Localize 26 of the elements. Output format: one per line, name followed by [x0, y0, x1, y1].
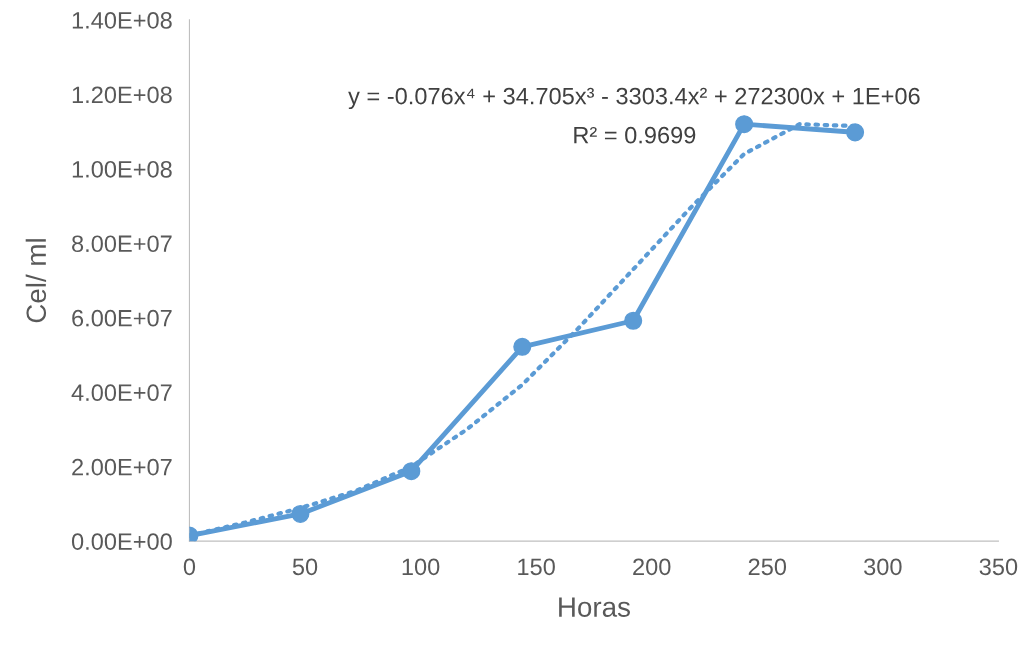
x-tick-label: 350 [979, 558, 1018, 576]
y-tick-label: 1.00E+08 [72, 160, 172, 178]
x-tick-label: 50 [292, 558, 318, 576]
point [735, 115, 754, 134]
point [846, 123, 865, 142]
y-tick-label: 2.00E+07 [72, 458, 172, 476]
y-tick-label: 6.00E+07 [72, 309, 172, 327]
x-tick-label: 200 [633, 558, 671, 576]
x-tick-label: 0 [183, 558, 196, 576]
y-tick-label: 4.00E+07 [71, 384, 172, 402]
point [513, 337, 532, 356]
annotation: R² = 0.9699 [574, 126, 696, 144]
x-tick-label: 300 [864, 558, 902, 576]
x-tick-label: 100 [402, 558, 440, 576]
point [291, 504, 310, 524]
x-tick-label: 150 [518, 558, 555, 576]
y-tick-label: 1.20E+08 [72, 86, 172, 104]
x-tick-label: 250 [748, 558, 787, 576]
y-tick-label: 1.40E+08 [72, 11, 172, 29]
x-axis-title: Horas [559, 597, 630, 617]
annotation: y = -0.076x⁴ + 34.705x³ - 3303.4x² + 272300x + 1E+06 [348, 87, 920, 110]
y-tick-label: 0.00E+00 [71, 533, 172, 550]
point [402, 462, 421, 481]
y-tick-label: 8.00E+07 [72, 235, 172, 253]
point [624, 311, 643, 330]
y-axis-title: Cel/ ml [25, 239, 47, 323]
